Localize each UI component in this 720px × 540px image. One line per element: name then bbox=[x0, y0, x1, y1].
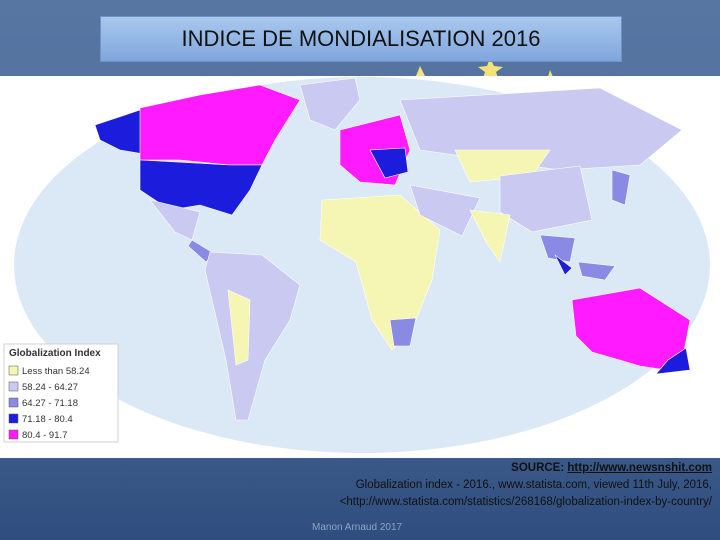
legend-swatch bbox=[8, 413, 19, 424]
legend-title: Globalization Index bbox=[9, 348, 101, 359]
legend bbox=[3, 343, 119, 443]
legend-swatch bbox=[8, 429, 19, 440]
legend-swatch bbox=[8, 381, 19, 392]
source-line: <http://www.statista.com/statistics/2681… bbox=[339, 496, 712, 508]
source-line: Globalization index - 2016., www.statist… bbox=[355, 479, 712, 491]
legend-label: 64.27 - 71.18 bbox=[22, 398, 78, 409]
legend-label: 80.4 - 91.7 bbox=[22, 430, 67, 441]
source-head: SOURCE: http://www.newsnshit.com bbox=[340, 460, 712, 477]
legend-items: Less than 58.24 58.24 - 64.27 64.27 - 71.1… bbox=[8, 365, 90, 441]
legend-swatch bbox=[8, 397, 19, 408]
source-label: SOURCE: bbox=[511, 462, 565, 474]
title: INDICE DE MONDIALISATION 2016 bbox=[100, 16, 622, 62]
legend-label: 71.18 - 80.4 bbox=[22, 414, 73, 425]
source-link[interactable]: http://www.newsnshit.com bbox=[567, 462, 712, 474]
legend-swatch bbox=[8, 365, 19, 376]
countries bbox=[94, 77, 691, 421]
author: Manon Arnaud 2017 bbox=[312, 522, 403, 533]
legend-label: 58.24 - 64.27 bbox=[22, 382, 78, 393]
source: SOURCE: http://www.newsnshit.com Globali… bbox=[340, 460, 712, 511]
legend-label: Less than 58.24 bbox=[22, 366, 90, 377]
